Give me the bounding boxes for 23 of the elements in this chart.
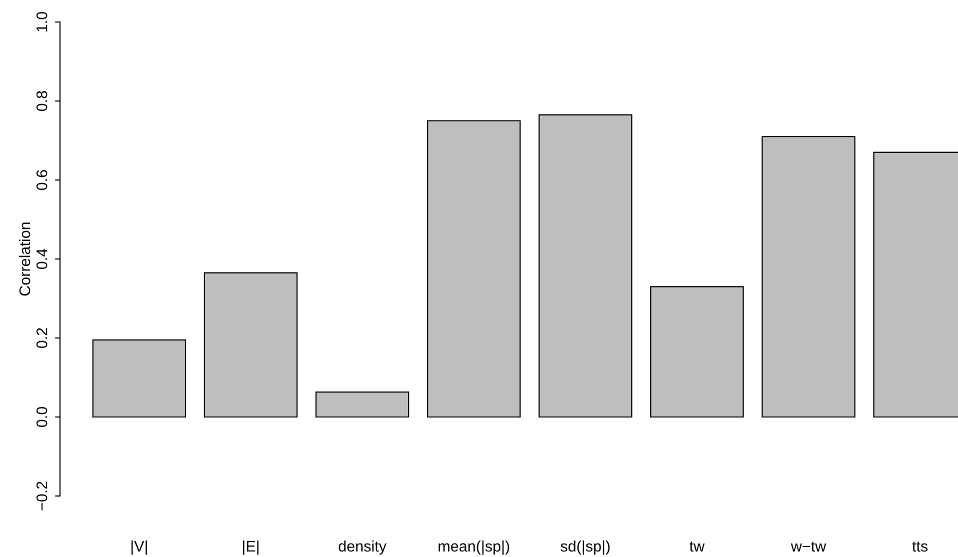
x-tick-label: |V| [132, 540, 147, 555]
bar [650, 286, 744, 418]
x-tick-label: mean(|sp|) [438, 540, 510, 555]
x-tick-label: tts [912, 542, 928, 552]
bar [92, 339, 186, 418]
x-tick-label: tw [690, 542, 705, 552]
y-axis-title: Correlation [19, 222, 30, 296]
y-tick-label: 0.0 [36, 406, 48, 428]
y-tick-label: 1.0 [36, 12, 48, 32]
bar [762, 136, 856, 418]
bar [204, 272, 298, 418]
x-tick-label: density [338, 540, 386, 555]
x-tick-label: |E| [243, 540, 258, 555]
bar [427, 120, 521, 418]
x-tick-label: w−tw [790, 542, 826, 552]
x-tick-label: sd(|sp|) [560, 540, 610, 555]
bar [315, 392, 410, 418]
y-tick-label: −0.2 [36, 482, 48, 510]
y-tick-label: 0.4 [36, 248, 48, 270]
y-tick-label: 0.6 [36, 170, 48, 190]
y-tick-label: 0.8 [36, 91, 48, 112]
bar [538, 114, 632, 418]
y-tick-label: 0.2 [36, 328, 48, 348]
